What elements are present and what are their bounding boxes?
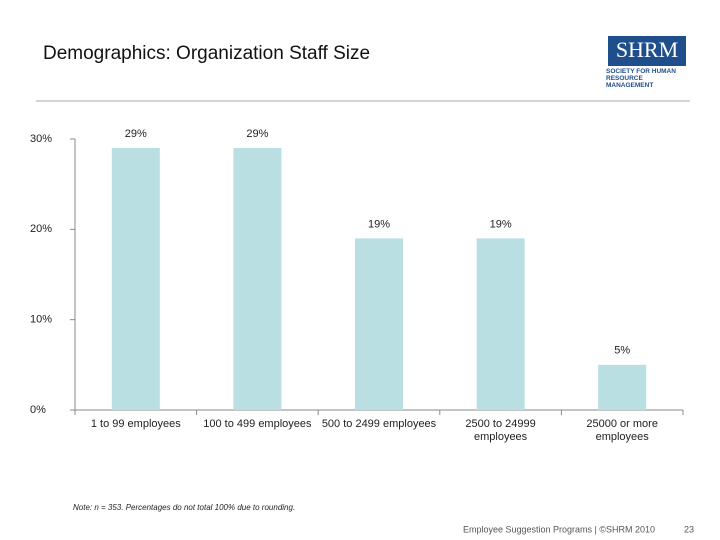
bar xyxy=(233,148,282,411)
note: Note: n = 353. Percentages do not total … xyxy=(73,503,295,512)
x-tick-label: 1 to 99 employees xyxy=(90,418,181,430)
logo-text-wrap: SOCIETY FOR HUMAN RESOURCE MANAGEMENT xyxy=(606,68,676,88)
x-tick-label: 25000 or more employees xyxy=(586,418,658,443)
page-number: 23 xyxy=(684,524,694,534)
logo-mark: SHRM xyxy=(616,37,678,62)
data-label: 29% xyxy=(246,128,268,140)
data-label: 19% xyxy=(368,218,390,230)
bar xyxy=(476,238,525,410)
x-tick-label: 2500 to 24999 employees xyxy=(465,418,536,443)
logo-box xyxy=(608,36,686,66)
logo-text: SOCIETY FOR HUMAN RESOURCE MANAGEMENT xyxy=(606,68,676,88)
x-tick-label: 100 to 499 employees xyxy=(203,418,312,430)
footer: Employee Suggestion Programs | ©SHRM 201… xyxy=(463,524,655,534)
chart-title: Demographics: Organization Staff Size xyxy=(43,43,370,64)
bar xyxy=(355,238,403,410)
y-tick-label: 0% xyxy=(30,404,46,416)
bar xyxy=(598,364,647,410)
bar xyxy=(111,148,160,411)
data-label: 5% xyxy=(614,345,630,357)
y-tick-label: 10% xyxy=(30,314,52,326)
x-tick-label: 500 to 2499 employees xyxy=(321,418,437,430)
data-label: 29% xyxy=(125,128,147,140)
data-label: 19% xyxy=(490,218,512,230)
y-tick-label: 30% xyxy=(30,133,52,145)
y-tick-label: 20% xyxy=(30,223,52,235)
